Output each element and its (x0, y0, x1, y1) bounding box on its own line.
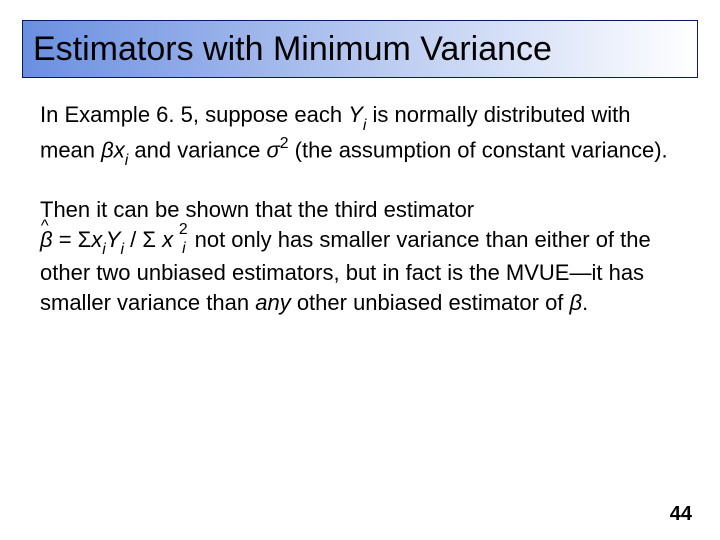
sym-beta: β (101, 137, 114, 162)
subscript-i: i (102, 241, 106, 258)
sym-beta-hat: ^β (40, 225, 53, 255)
subscript-i: i (120, 241, 124, 258)
hat-icon: ^ (41, 215, 49, 237)
paragraph-2: Then it can be shown that the third esti… (40, 195, 680, 318)
sym-beta: β (570, 290, 583, 315)
sym-sigma-sum: Σ (142, 227, 156, 252)
var-x: x (91, 227, 102, 252)
var-x: x (162, 227, 173, 252)
sym-sigma: σ (266, 137, 279, 162)
superscript-2: 2 (179, 219, 188, 240)
subscript-i: i (182, 238, 186, 259)
sym-sigma-sum: Σ (78, 227, 92, 252)
paragraph-1: In Example 6. 5, suppose each Yi is norm… (40, 100, 680, 169)
superscript-2: 2 (280, 135, 289, 152)
page-number: 44 (670, 503, 692, 526)
var-y: Y (348, 102, 363, 127)
slide-title: Estimators with Minimum Variance (33, 30, 552, 69)
slide: Estimators with Minimum Variance In Exam… (0, 0, 720, 540)
text: = (53, 227, 78, 252)
text: In Example 6. 5, suppose each (40, 102, 348, 127)
text: (the assumption of constant variance). (289, 137, 668, 162)
text: / (124, 227, 142, 252)
text: and variance (128, 137, 266, 162)
subscript-i: i (125, 152, 129, 169)
var-y: Y (106, 227, 121, 252)
text: Then it can be shown that the third esti… (40, 197, 474, 222)
emph-any: any (255, 290, 290, 315)
subscript-i: i (363, 117, 367, 134)
sym-x-i-squared: x2i (162, 225, 188, 255)
title-bar: Estimators with Minimum Variance (22, 20, 698, 78)
var-x: x (114, 137, 125, 162)
slide-body: In Example 6. 5, suppose each Yi is norm… (40, 100, 680, 344)
text: other unbiased estimator of (291, 290, 570, 315)
text: . (582, 290, 588, 315)
